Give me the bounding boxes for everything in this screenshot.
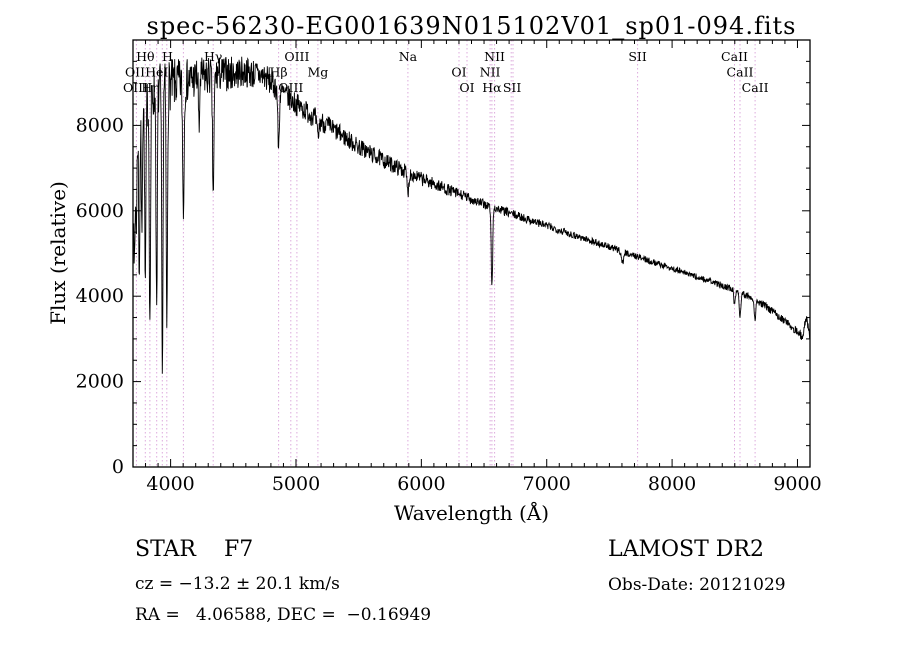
spectral-line-label: NII: [484, 49, 505, 64]
spectral-line-label: Mg: [307, 65, 328, 80]
spectral-line-label: OI: [459, 80, 474, 95]
spectral-line-label: Hθ: [136, 49, 154, 64]
ra-dec-value: RA = 4.06588, DEC = −0.16949: [135, 605, 432, 625]
spectrum-trace: [133, 56, 811, 374]
x-tick-label: 9000: [773, 473, 821, 495]
survey-label: LAMOST DR2: [608, 537, 764, 562]
y-tick-label: 2000: [76, 371, 124, 393]
y-tick-label: 0: [112, 456, 124, 478]
object-class-label: STAR F7: [135, 537, 254, 562]
y-axis-label: Flux (relative): [46, 181, 70, 325]
spectral-line-label: CaII: [742, 80, 769, 95]
spectral-line-label: Hβ: [270, 65, 288, 80]
x-tick-label: 6000: [397, 473, 445, 495]
x-tick-label: 7000: [523, 473, 571, 495]
spectral-line-label: Na: [399, 49, 418, 64]
plot-title: spec-56230-EG001639N015102V01_sp01-094.f…: [146, 12, 797, 40]
spectral-line-label: NII: [480, 65, 501, 80]
spectral-line-label: Hα: [482, 80, 502, 95]
y-tick-label: 8000: [76, 114, 124, 136]
x-tick-label: 8000: [648, 473, 696, 495]
plot-frame: [132, 39, 811, 468]
spectral-line-label: CaII: [721, 49, 748, 64]
spectral-line-label: Hγ: [204, 49, 222, 64]
spectral-line-label: OII: [125, 65, 145, 80]
spectral-line-label: CaII: [727, 65, 754, 80]
y-tick-label: 6000: [76, 200, 124, 222]
spectral-line-label: OIII: [123, 80, 148, 95]
spectral-line-label: SII: [503, 80, 522, 95]
spectral-line-label: Hη: [141, 80, 159, 95]
obs-date-value: Obs-Date: 20121029: [608, 575, 786, 595]
spectral-line-label: OI: [451, 65, 466, 80]
spectral-line-label: OIII: [284, 49, 309, 64]
spectral-line-label: SII: [628, 49, 647, 64]
spectral-line-label: H: [162, 49, 173, 64]
x-axis-label: Wavelength (Å): [393, 501, 550, 525]
spectral-line-label: OIII: [278, 80, 303, 95]
y-tick-label: 4000: [76, 285, 124, 307]
x-tick-label: 4000: [146, 473, 194, 495]
cz-velocity-value: cz = −13.2 ± 20.1 km/s: [135, 574, 340, 594]
x-tick-label: 5000: [272, 473, 320, 495]
spectral-line-label: HeI: [145, 65, 168, 80]
